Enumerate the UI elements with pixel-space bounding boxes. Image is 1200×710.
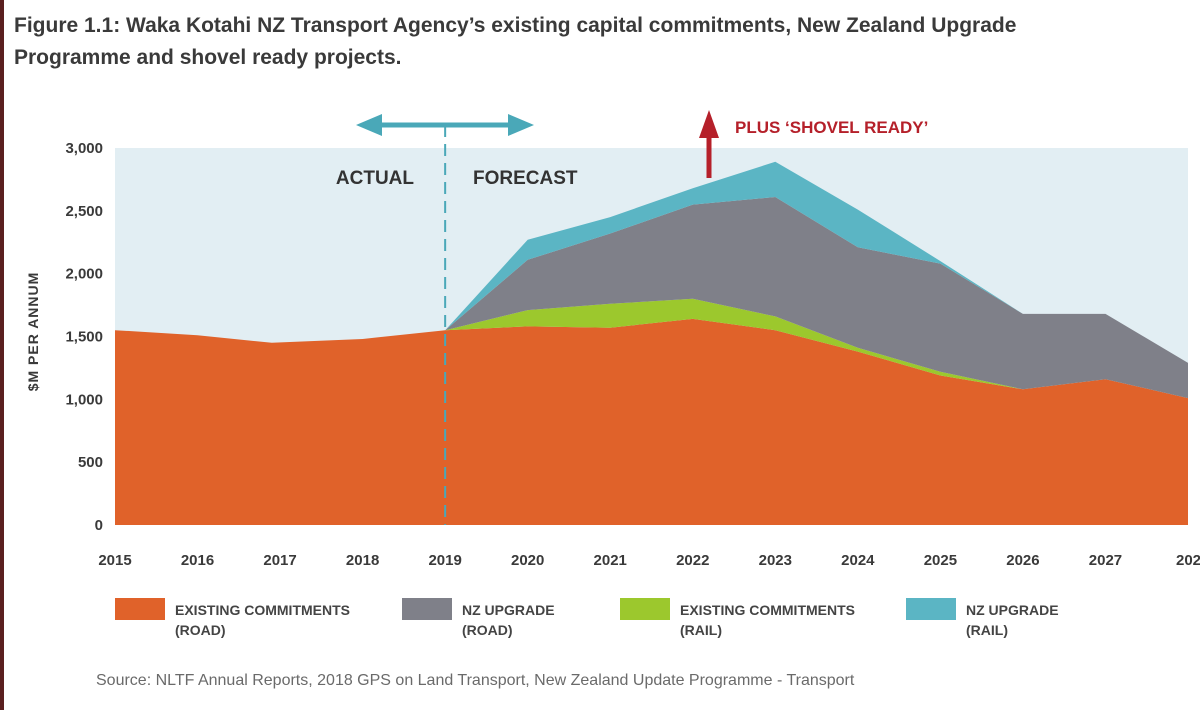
legend-swatch (115, 598, 165, 620)
x-tick-label: 2023 (759, 552, 792, 569)
legend-label-line: NZ UPGRADE (462, 602, 555, 618)
figure-title: Figure 1.1: Waka Kotahi NZ Transport Age… (14, 10, 1164, 74)
actual-label: ACTUAL (336, 168, 414, 189)
x-tick-label: 2022 (676, 552, 709, 569)
x-tick-label: 2020 (511, 552, 544, 569)
shovel-ready-label: PLUS ‘SHOVEL READY’ (735, 118, 928, 137)
x-tick-label: 2026 (1006, 552, 1039, 569)
source-note: Source: NLTF Annual Reports, 2018 GPS on… (96, 672, 855, 689)
x-tick-label: 2015 (98, 552, 131, 569)
timeline-arrow-left-head (356, 114, 382, 136)
x-tick-label: 2027 (1089, 552, 1122, 569)
y-tick-label: 500 (78, 454, 103, 471)
area-series-3 (115, 197, 1188, 399)
legend-label: NZ UPGRADE (ROAD) (462, 600, 692, 640)
area-chart: 0 500 1,000 1,500 2,000 2,500 3,000 2015 2016 201… (25, 110, 1200, 569)
x-tick-label: 2017 (263, 552, 296, 569)
left-border (0, 0, 4, 710)
area-series-2 (115, 298, 1188, 399)
y-tick-label: 3,000 (65, 140, 103, 157)
title-line-2: Programme and shovel ready projects. (14, 46, 402, 69)
y-tick-label: 1,000 (65, 391, 103, 408)
legend-label-line: EXISTING COMMITMENTS (680, 602, 855, 618)
legend-label: EXISTING COMMITMENTS (RAIL) (680, 600, 910, 640)
title-line-1: Figure 1.1: Waka Kotahi NZ Transport Age… (14, 14, 1017, 37)
legend-swatch (402, 598, 452, 620)
x-tick-label: 2025 (924, 552, 957, 569)
area-series-1 (115, 318, 1188, 525)
y-tick-label: 1,500 (65, 329, 103, 346)
legend-swatch (620, 598, 670, 620)
x-tick-label: 2021 (594, 552, 627, 569)
y-axis-label: $M PER ANNUM (25, 272, 41, 392)
legend-swatch (906, 598, 956, 620)
legend-label-line: (ROAD) (175, 622, 226, 638)
y-tick-label: 0 (95, 517, 103, 534)
legend-label: NZ UPGRADE (RAIL) (966, 600, 1196, 640)
shovel-ready-arrow-head (699, 110, 719, 138)
legend-label: EXISTING COMMITMENTS (ROAD) (175, 600, 405, 640)
legend-label-line: NZ UPGRADE (966, 602, 1059, 618)
legend-label-line: (RAIL) (680, 622, 722, 638)
legend-label-line: (RAIL) (966, 622, 1008, 638)
y-tick-label: 2,500 (65, 203, 103, 220)
forecast-label: FORECAST (473, 168, 578, 189)
legend-label-line: (ROAD) (462, 622, 513, 638)
x-tick-label: 2019 (428, 552, 461, 569)
timeline-arrow-right-head (508, 114, 534, 136)
x-tick-label: 2024 (841, 552, 875, 569)
x-tick-label: 2016 (181, 552, 214, 569)
x-tick-label: 2018 (346, 552, 379, 569)
y-tick-label: 2,000 (65, 266, 103, 283)
x-tick-label: 2028 (1176, 552, 1200, 569)
legend-label-line: EXISTING COMMITMENTS (175, 602, 350, 618)
